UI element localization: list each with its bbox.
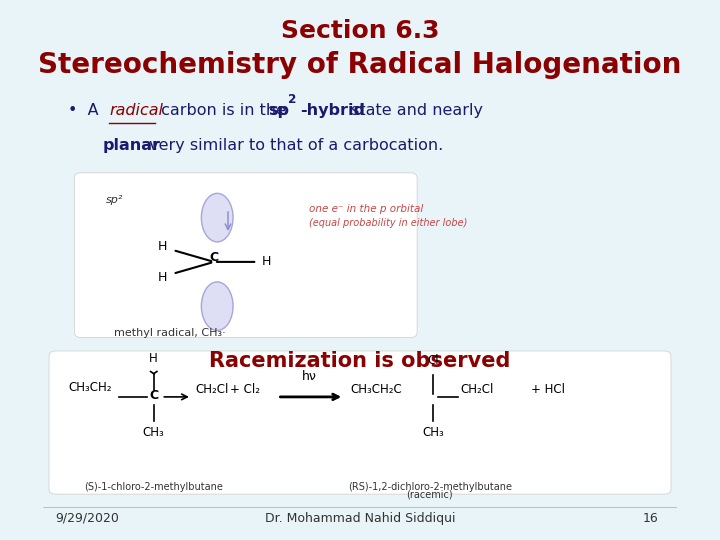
FancyBboxPatch shape: [74, 173, 417, 338]
Text: sp: sp: [269, 103, 289, 118]
Text: CH₃CH₂C: CH₃CH₂C: [351, 383, 402, 396]
Text: (RS)-1,2-dichloro-2-methylbutane: (RS)-1,2-dichloro-2-methylbutane: [348, 482, 512, 492]
Text: -hybrid: -hybrid: [300, 103, 365, 118]
Text: sp²: sp²: [106, 195, 124, 206]
Text: CH₃: CH₃: [143, 426, 165, 438]
Text: •  A: • A: [68, 103, 104, 118]
Text: CH₂Cl: CH₂Cl: [460, 383, 494, 396]
Text: Stereochemistry of Radical Halogenation: Stereochemistry of Radical Halogenation: [38, 51, 682, 79]
Text: Racemization is observed: Racemization is observed: [210, 351, 510, 371]
Text: 16: 16: [642, 512, 658, 525]
Text: carbon is in the: carbon is in the: [156, 103, 291, 118]
Text: Cl: Cl: [427, 354, 438, 367]
Text: + Cl₂: + Cl₂: [230, 383, 260, 396]
Text: hν: hν: [302, 370, 317, 383]
Text: H: H: [157, 271, 167, 284]
Text: CH₂Cl: CH₂Cl: [195, 383, 228, 396]
Text: CH₃: CH₃: [422, 426, 444, 438]
Text: methyl radical, CH₃·: methyl radical, CH₃·: [114, 328, 225, 338]
Text: one e⁻ in the p orbital: one e⁻ in the p orbital: [309, 204, 423, 214]
Text: (S)-1-chloro-2-methylbutane: (S)-1-chloro-2-methylbutane: [84, 482, 223, 492]
Ellipse shape: [202, 282, 233, 330]
Text: (equal probability in either lobe): (equal probability in either lobe): [309, 218, 467, 228]
Text: 2: 2: [288, 93, 297, 106]
Text: C: C: [149, 389, 158, 402]
Ellipse shape: [202, 193, 233, 242]
Text: + HCl: + HCl: [531, 383, 565, 396]
FancyBboxPatch shape: [49, 351, 671, 494]
Text: C: C: [210, 251, 219, 264]
Text: (racemic): (racemic): [407, 489, 453, 500]
Text: CH₃CH₂: CH₃CH₂: [68, 381, 112, 394]
Text: state and nearly: state and nearly: [346, 103, 483, 118]
Text: 9/29/2020: 9/29/2020: [55, 512, 120, 525]
Text: H: H: [149, 352, 158, 365]
Text: radical: radical: [109, 103, 163, 118]
Text: very similar to that of a carbocation.: very similar to that of a carbocation.: [144, 138, 444, 153]
Text: Dr. Mohammad Nahid Siddiqui: Dr. Mohammad Nahid Siddiqui: [265, 512, 455, 525]
Text: H: H: [157, 240, 167, 253]
Text: planar: planar: [103, 138, 161, 153]
Text: Section 6.3: Section 6.3: [281, 19, 439, 43]
Text: H: H: [262, 255, 271, 268]
